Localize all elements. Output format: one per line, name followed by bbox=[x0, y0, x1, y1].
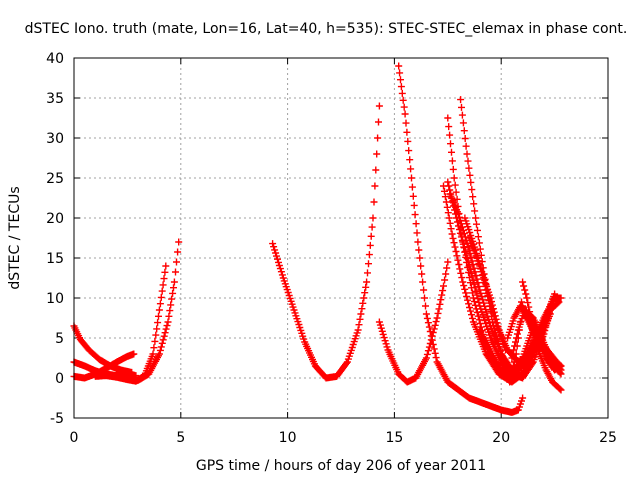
series-markers bbox=[527, 318, 565, 370]
y-tick-labels: -5 0 5 10 15 20 25 30 35 40 bbox=[46, 51, 64, 427]
series-markers bbox=[395, 62, 527, 416]
series-markers bbox=[113, 238, 183, 384]
y-tick-label: 30 bbox=[46, 131, 64, 147]
series-21 bbox=[527, 318, 565, 370]
y-tick-label: 40 bbox=[46, 51, 64, 67]
x-tick-label: 5 bbox=[176, 430, 185, 446]
plot-area bbox=[70, 62, 565, 416]
plot-frame bbox=[73, 57, 609, 419]
y-tick-label: 35 bbox=[46, 91, 64, 107]
y-tick-label: 25 bbox=[46, 171, 64, 187]
y-tick-label: 20 bbox=[46, 211, 64, 227]
series-5 bbox=[113, 238, 183, 384]
x-tick-labels: 0 5 10 15 20 25 bbox=[70, 430, 617, 446]
series-7 bbox=[375, 258, 452, 386]
x-tick-label: 10 bbox=[279, 430, 297, 446]
series-15 bbox=[465, 234, 509, 354]
series-8 bbox=[395, 62, 527, 416]
y-tick-label: 5 bbox=[55, 331, 64, 347]
series-6 bbox=[269, 102, 383, 382]
series-markers bbox=[465, 234, 509, 354]
x-tick-label: 0 bbox=[70, 430, 79, 446]
series-markers bbox=[269, 102, 383, 382]
x-axis-label: GPS time / hours of day 206 of year 2011 bbox=[196, 458, 486, 474]
y-tick-label: 0 bbox=[55, 371, 64, 387]
chart-title: dSTEC Iono. truth (mate, Lon=16, Lat=40,… bbox=[25, 21, 628, 37]
x-tick-label: 15 bbox=[385, 430, 403, 446]
y-axis-label: dSTEC / TECUs bbox=[7, 186, 23, 289]
y-tick-label: 10 bbox=[46, 291, 64, 307]
y-tick-label: 15 bbox=[46, 251, 64, 267]
x-tick-label: 25 bbox=[599, 430, 617, 446]
series-markers bbox=[375, 258, 452, 386]
y-tick-label: -5 bbox=[50, 411, 64, 427]
x-tick-label: 20 bbox=[492, 430, 510, 446]
